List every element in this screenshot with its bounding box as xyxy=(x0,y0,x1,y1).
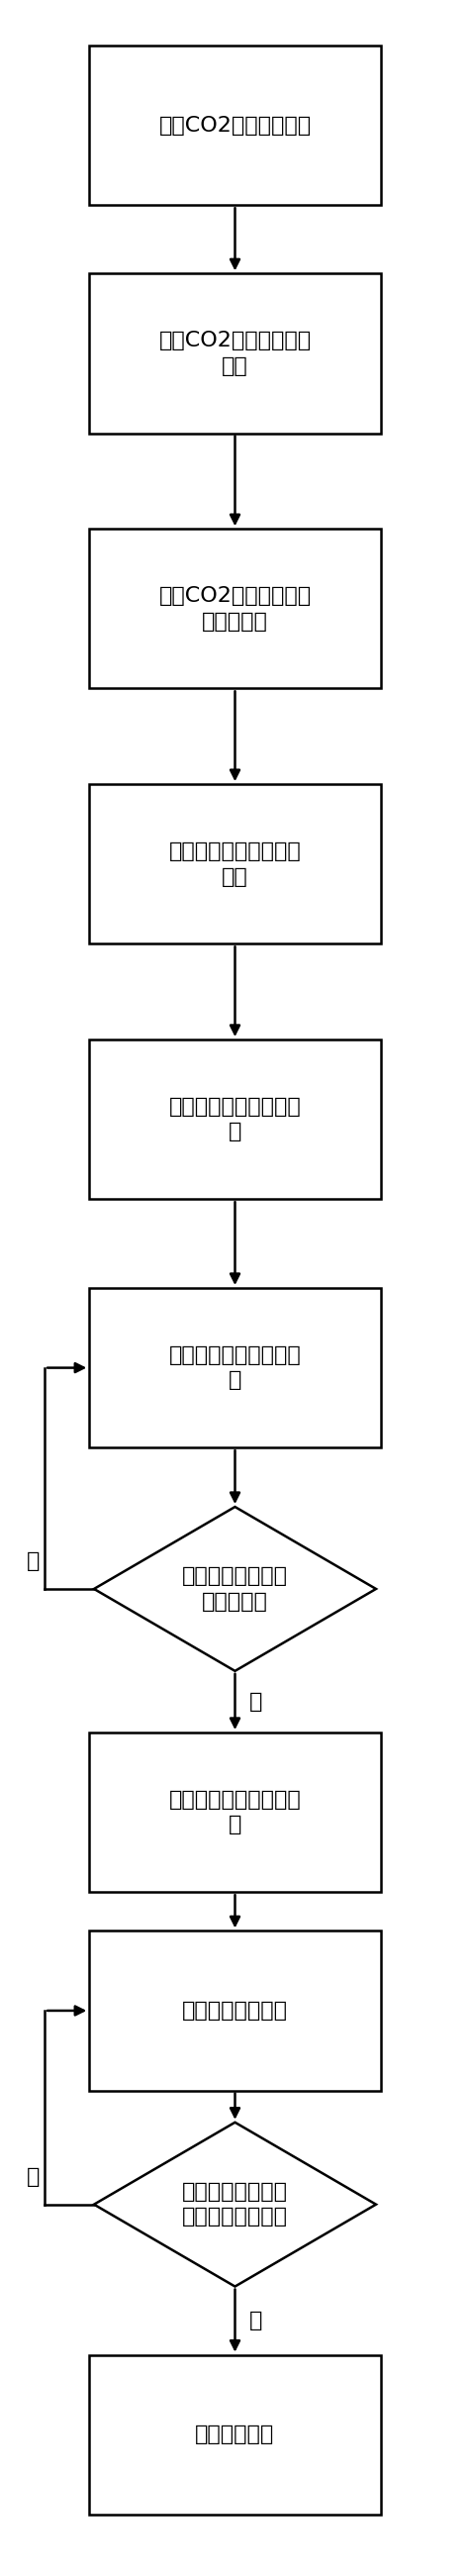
Text: 建立CO2溶液腐蚀电化
学反应模型: 建立CO2溶液腐蚀电化 学反应模型 xyxy=(159,587,311,631)
Text: 设置计算参数和边界条
件: 设置计算参数和边界条 件 xyxy=(169,1097,301,1141)
Text: 求解介质输运方程: 求解介质输运方程 xyxy=(182,2002,288,2020)
Bar xyxy=(89,1734,381,1893)
Text: 建立复杂管道结构网格
模型: 建立复杂管道结构网格 模型 xyxy=(169,842,301,886)
Text: 介质浓度场收敛或
到达选迭代次数？: 介质浓度场收敛或 到达选迭代次数？ xyxy=(182,2182,288,2228)
Bar xyxy=(89,528,381,688)
Bar xyxy=(89,46,381,206)
Text: 是: 是 xyxy=(249,1692,262,1710)
Text: 否: 否 xyxy=(27,2166,40,2187)
Text: 设置腐蚀壁面的边界条
件: 设置腐蚀壁面的边界条 件 xyxy=(169,1790,301,1834)
Polygon shape xyxy=(94,1507,376,1672)
Bar xyxy=(89,1041,381,1198)
Text: 否: 否 xyxy=(27,1551,40,1571)
Text: 是: 是 xyxy=(249,2311,262,2331)
Text: 输出腐蚀速率: 输出腐蚀速率 xyxy=(196,2424,274,2445)
Text: 建立CO2溶液化学反应
模型: 建立CO2溶液化学反应 模型 xyxy=(159,330,311,376)
Text: 流动场收敛或到达
迭代次数？: 流动场收敛或到达 迭代次数？ xyxy=(182,1566,288,1613)
Bar xyxy=(89,1288,381,1448)
Bar xyxy=(89,783,381,943)
Text: 求解连续方程、动量方
程: 求解连续方程、动量方 程 xyxy=(169,1345,301,1391)
Polygon shape xyxy=(94,2123,376,2287)
Bar xyxy=(89,1932,381,2092)
Bar xyxy=(89,2354,381,2514)
Text: 建立CO2溶液流动模型: 建立CO2溶液流动模型 xyxy=(159,116,311,137)
Bar xyxy=(89,273,381,433)
